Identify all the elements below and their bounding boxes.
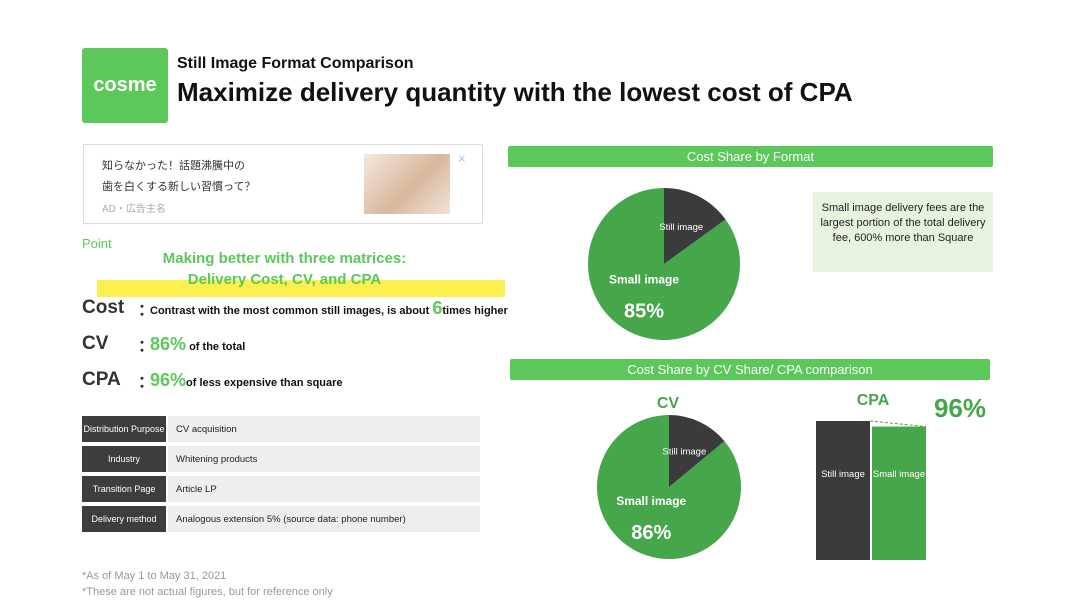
metric-name: CV: [82, 333, 109, 354]
annotation: 96%: [934, 393, 986, 423]
chart-title: CV: [657, 395, 680, 412]
slice-value: 86%: [631, 522, 671, 544]
metric-colon: ：: [138, 374, 155, 391]
note: *As of May 1 to May 31, 2021: [82, 570, 227, 582]
ad-sponsor: AD・広告主名: [102, 204, 166, 215]
slice-label: Still image: [659, 222, 703, 233]
slice-label: Small image: [616, 494, 686, 508]
metric-text-part: Contrast with the most common still imag…: [150, 304, 433, 317]
pie-slice: [669, 415, 725, 487]
slice-label: Small image: [609, 272, 679, 286]
metric-name: Cost: [82, 297, 125, 318]
metric-colon: ：: [138, 338, 155, 355]
ad-card: 知らなかった！話題沸騰中の 歯を白くする新しい習慣って？ AD・広告主名 ×: [83, 144, 483, 224]
bar: [816, 421, 870, 560]
heading-line: Making better with three matrices:: [162, 250, 407, 267]
metric-highlight: 96%: [150, 369, 187, 390]
table-key: Transition Page: [82, 476, 166, 502]
metric-row: CPA ： 96%of less expensive than square: [82, 368, 343, 392]
metric-text-part: of the total: [186, 340, 246, 353]
chart-title: Cost Share by Format: [508, 146, 993, 167]
table-value: Whitening products: [168, 446, 480, 472]
slice-label: Still image: [662, 446, 706, 457]
highlight-bar: [97, 280, 505, 297]
ad-line: 知らなかった！話題沸騰中の: [102, 160, 245, 172]
metric-text-part: times higher: [442, 304, 508, 317]
metric-text: 96%of less expensive than square: [150, 370, 343, 391]
compare-line: [869, 420, 927, 428]
metric-row: CV ： 86% of the total: [82, 332, 245, 356]
table-value: Analogous extension 5% (source data: pho…: [168, 506, 480, 532]
chart-title: CPA: [857, 392, 890, 409]
slice-value: 85%: [624, 300, 664, 322]
close-icon[interactable]: ×: [458, 151, 466, 166]
metric-highlight: 6: [432, 297, 443, 318]
heading-line: Delivery Cost, CV, and CPA: [187, 271, 382, 288]
metric-text: Contrast with the most common still imag…: [150, 298, 508, 319]
logo: cosme: [82, 48, 168, 123]
annotation: Small image delivery fees are the larges…: [813, 192, 993, 272]
subtitle: Still Image Format Comparison: [177, 55, 414, 72]
table-key: Delivery method: [82, 506, 166, 532]
table-row: Distribution Purpose CV acquisition: [82, 416, 480, 442]
table-value: CV acquisition: [168, 416, 480, 442]
section-title: Cost Share by CV Share/ CPA comparison: [510, 359, 990, 380]
table-key: Distribution Purpose: [82, 416, 166, 442]
point-heading: Making better with three matrices: Deliv…: [97, 248, 472, 290]
note: *These are not actual figures, but for r…: [82, 586, 333, 598]
metric-highlight: 86%: [150, 333, 187, 354]
metric-colon: ：: [138, 302, 155, 319]
table-row: Delivery method Analogous extension 5% (s…: [82, 506, 480, 532]
title: Maximize delivery quantity with the lowe…: [177, 77, 853, 107]
metric-text: 86% of the total: [150, 334, 245, 355]
pie-slice: [664, 188, 726, 264]
table-row: Transition Page Article LP: [82, 476, 480, 502]
table-key: Industry: [82, 446, 166, 472]
bar-label: Still image: [821, 469, 865, 480]
table-row: Industry Whitening products: [82, 446, 480, 472]
ad-image: [364, 154, 450, 214]
metric-row: Cost ： Contrast with the most common still…: [82, 296, 508, 320]
bar: [872, 426, 926, 560]
table-value: Article LP: [168, 476, 480, 502]
bar-label: Small image: [873, 469, 925, 480]
metric-text-part: of less expensive than square: [186, 376, 343, 389]
point-label: Point: [82, 236, 112, 251]
metric-name: CPA: [82, 369, 121, 390]
ad-line: 歯を白くする新しい習慣って？: [102, 181, 256, 193]
